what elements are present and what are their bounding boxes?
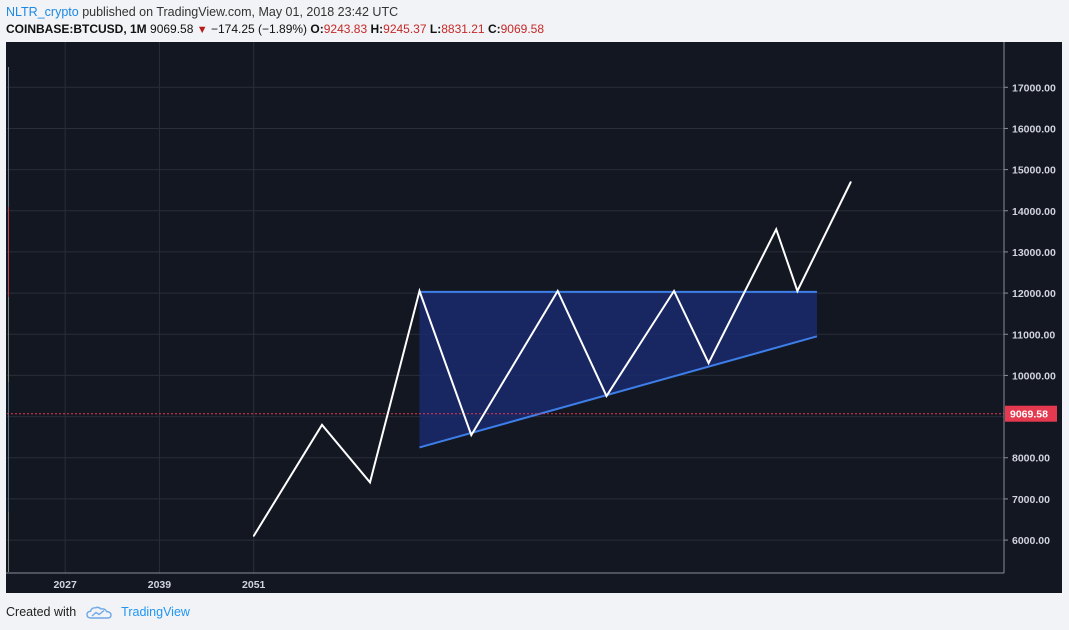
y-tick-label: 12000.00: [1012, 288, 1056, 300]
y-tick-label: 14000.00: [1012, 206, 1056, 218]
path-vertex: [605, 395, 608, 397]
low-label: L:: [429, 22, 442, 36]
y-tick-label: 11000.00: [1012, 329, 1055, 341]
high-label: H:: [370, 22, 384, 36]
created-with-text: Created with: [6, 605, 77, 619]
tradingview-cloud-icon[interactable]: [85, 606, 112, 620]
close-label: C:: [487, 22, 501, 36]
path-vertex: [673, 290, 675, 292]
last-price-marker: [1005, 405, 1057, 422]
y-tick-label: 7000.00: [1012, 494, 1050, 506]
y-tick-label: 13000.00: [1012, 247, 1056, 259]
low-value: 8831.21: [441, 22, 485, 36]
symbol-label[interactable]: COINBASE:BTCUSD, 1M: [6, 22, 147, 36]
y-tick-label: 15000.00: [1012, 165, 1056, 177]
y-tick-label: 17000.00: [1012, 82, 1056, 94]
footer: Created with TradingView: [6, 602, 190, 622]
y-tick-label: 8000.00: [1012, 453, 1050, 465]
high-value: 9245.37: [383, 22, 427, 36]
path-vertex: [321, 424, 323, 426]
price-change: −174.25 (−1.89%): [210, 22, 308, 36]
author-link[interactable]: NLTR_crypto: [6, 5, 79, 19]
path-vertex: [252, 535, 255, 537]
publish-info: NLTR_crypto published on TradingView.com…: [6, 4, 1056, 21]
open-value: 9243.83: [323, 22, 368, 36]
y-tick-label: 6000.00: [1012, 535, 1050, 547]
path-vertex: [418, 290, 421, 292]
tradingview-link[interactable]: TradingView: [121, 605, 190, 619]
y-tick-label: 16000.00: [1012, 123, 1056, 135]
x-tick-label: 2027: [53, 579, 77, 591]
path-vertex: [369, 481, 371, 484]
open-label: O:: [310, 22, 324, 36]
path-vertex: [849, 181, 852, 183]
x-tick-label: 2051: [242, 579, 266, 591]
price-chart[interactable]: 6000.00 7000.00 8000.00 10000.00 11000.00 120…: [6, 42, 1062, 593]
path-vertex: [796, 290, 799, 292]
path-vertex: [556, 290, 559, 292]
path-vertex: [707, 362, 710, 364]
chart-header: NLTR_crypto published on TradingView.com…: [6, 4, 1056, 38]
publish-text: published on TradingView.com, May 01, 20…: [78, 5, 399, 19]
path-vertex: [470, 434, 473, 436]
last-price-label: 9069.58: [1010, 409, 1048, 421]
path-vertex: [775, 228, 777, 231]
last-price: 9069.58: [150, 22, 194, 36]
x-tick-label: 2039: [148, 579, 172, 591]
ohlc-legend: COINBASE:BTCUSD, 1M 9069.58 ▼ −174.25 (−…: [6, 21, 1056, 38]
down-arrow-icon: ▼: [196, 24, 208, 36]
projection-path: [252, 181, 852, 537]
y-tick-label: 10000.00: [1012, 370, 1056, 382]
triangle-fill: [419, 291, 818, 448]
chart-panel[interactable]: 6000.00 7000.00 8000.00 10000.00 11000.00 120…: [6, 42, 1062, 593]
close-value: 9069.58: [500, 22, 545, 36]
support-line: [419, 335, 818, 449]
